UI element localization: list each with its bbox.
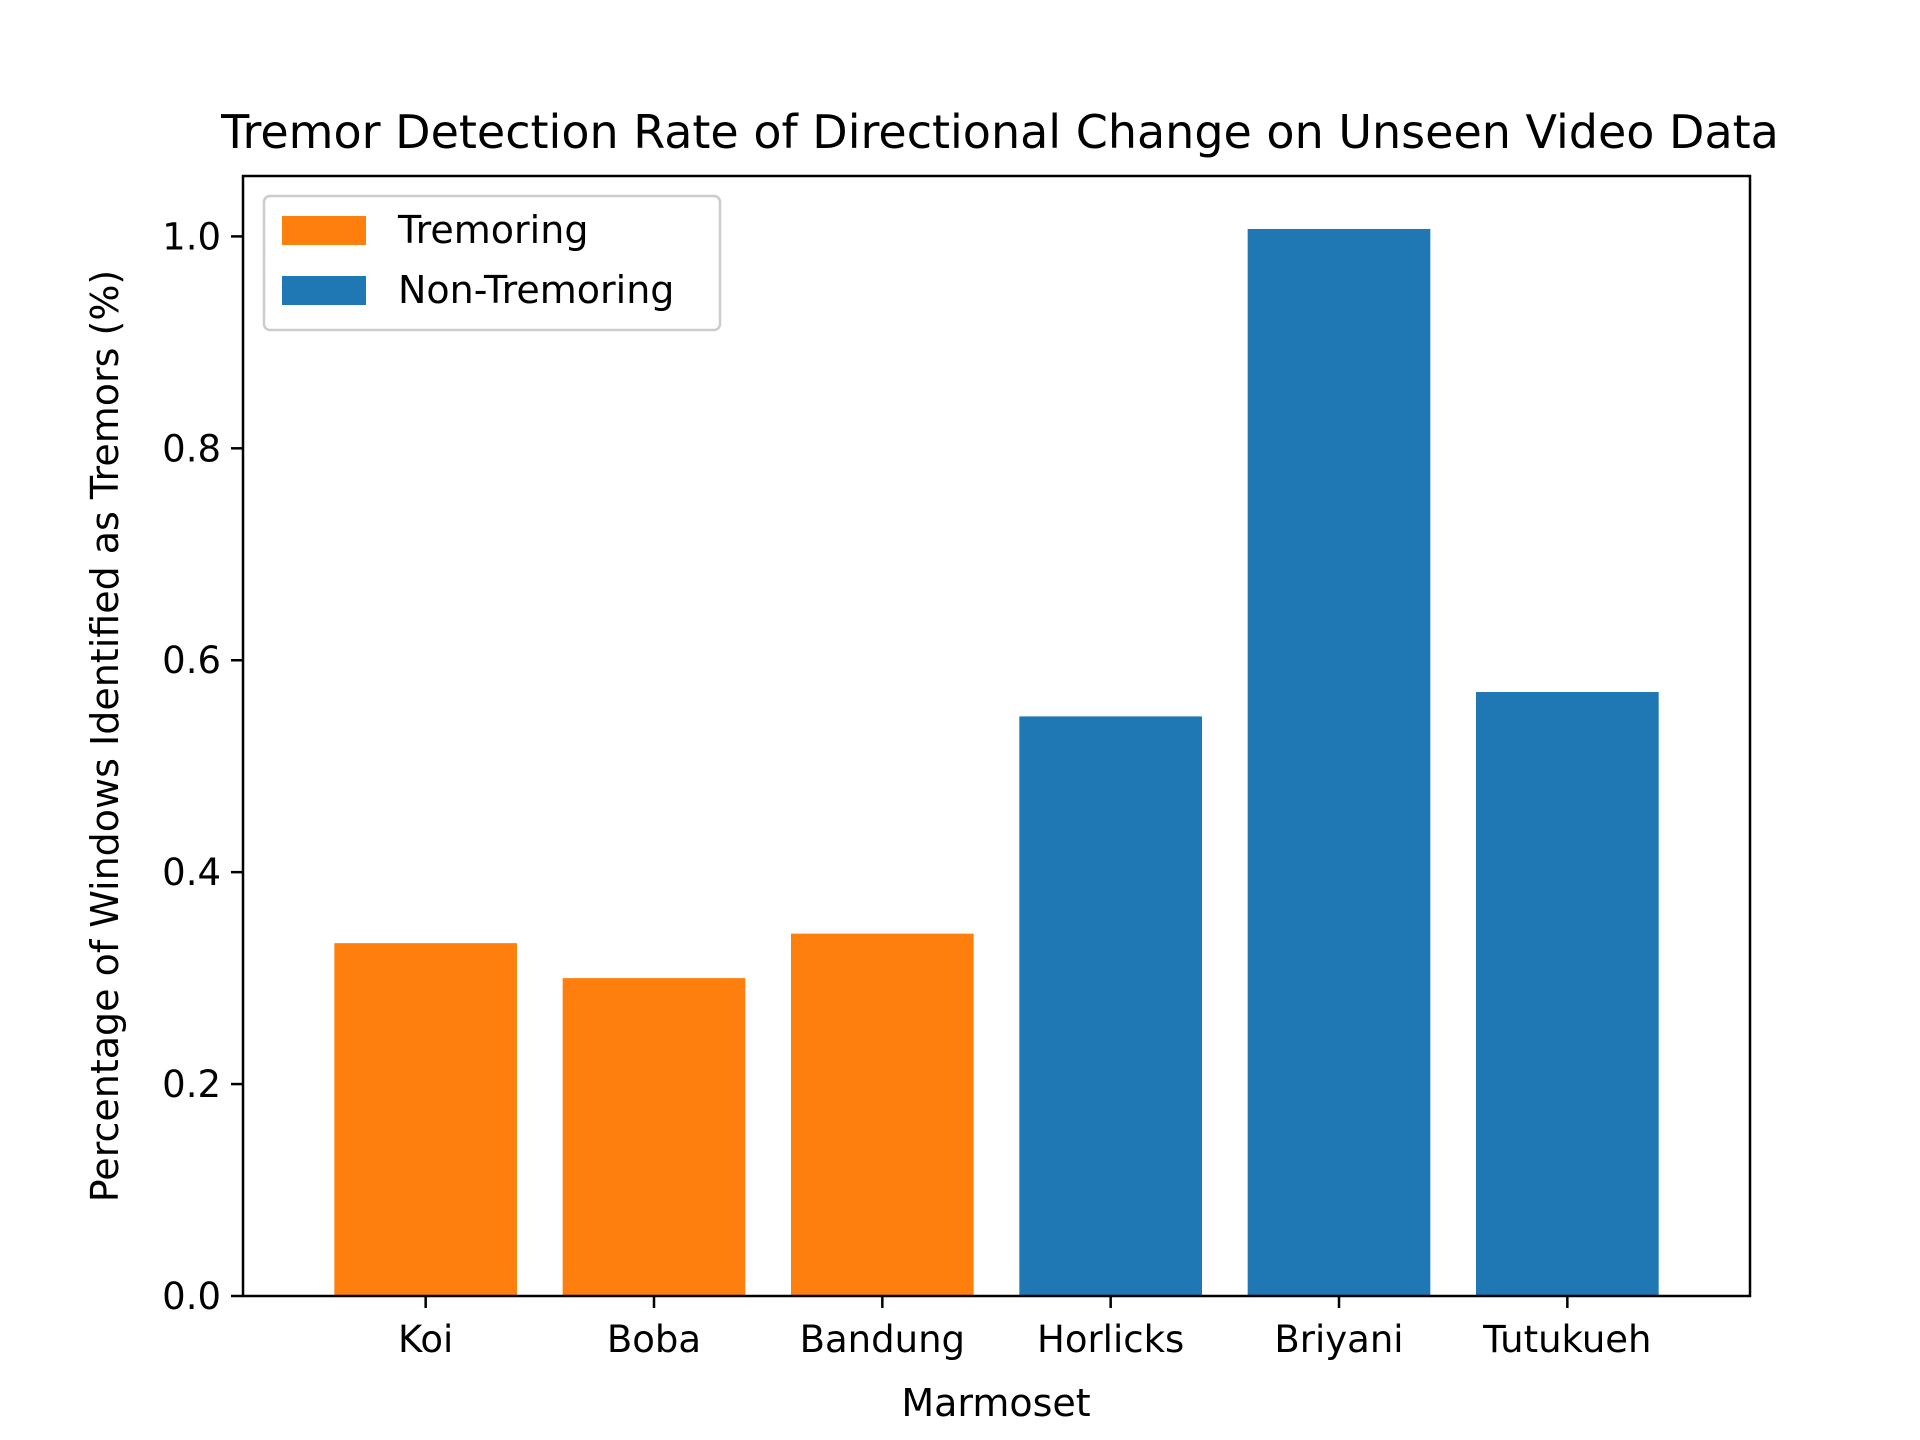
bars-group: [334, 229, 1658, 1296]
y-tick-label: 0.0: [162, 1275, 221, 1318]
legend-label: Non-Tremoring: [398, 268, 674, 312]
y-tick-label: 0.4: [162, 851, 221, 894]
x-tick-label: Horlicks: [1037, 1318, 1184, 1361]
bar-briyani: [1248, 229, 1431, 1296]
x-axis: Koi Boba Bandung Horlicks Briyani Tutukueh: [398, 1296, 1652, 1361]
x-axis-label: Marmoset: [901, 1381, 1090, 1425]
legend: Tremoring Non-Tremoring: [264, 196, 720, 330]
chart-title: Tremor Detection Rate of Directional Cha…: [220, 105, 1779, 159]
legend-swatch: [282, 276, 366, 305]
bar-bandung: [791, 934, 974, 1296]
y-axis-label: Percentage of Windows Identified as Trem…: [83, 270, 127, 1203]
y-tick-label: 1.0: [162, 215, 221, 258]
x-tick-label: Tutukueh: [1482, 1318, 1651, 1361]
x-tick-label: Boba: [607, 1318, 701, 1361]
y-tick-label: 0.6: [162, 639, 221, 682]
bar-horlicks: [1019, 716, 1202, 1296]
y-tick-label: 0.8: [162, 427, 221, 470]
y-axis: 0.0 0.2 0.4 0.6 0.8 1.0: [162, 215, 243, 1318]
legend-label: Tremoring: [397, 208, 588, 252]
bar-koi: [334, 943, 517, 1296]
y-tick-label: 0.2: [162, 1063, 221, 1106]
bar-tutukueh: [1476, 692, 1659, 1296]
bar-boba: [563, 978, 746, 1296]
x-tick-label: Bandung: [800, 1318, 965, 1361]
legend-swatch: [282, 216, 366, 245]
x-tick-label: Koi: [398, 1318, 453, 1361]
x-tick-label: Briyani: [1274, 1318, 1403, 1361]
